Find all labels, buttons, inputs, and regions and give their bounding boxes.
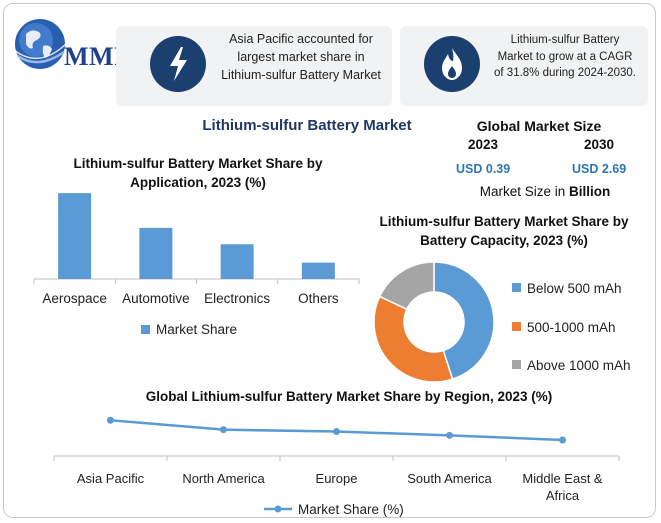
legend-label: Below 500 mAh bbox=[527, 281, 622, 296]
line-chart-title: Global Lithium-sulfur Battery Market Sha… bbox=[145, 389, 553, 404]
donut-chart bbox=[373, 261, 495, 383]
legend-swatch bbox=[512, 360, 521, 369]
legend-label: 500-1000 mAh bbox=[527, 320, 616, 335]
value-start: USD 0.39 bbox=[456, 162, 511, 176]
x-tick-label: South America bbox=[407, 471, 492, 486]
unit-prefix: Market Size in bbox=[479, 184, 570, 199]
legend-marker bbox=[274, 505, 282, 513]
donut-legend-item: Below 500 mAh bbox=[512, 281, 622, 296]
globe-icon bbox=[13, 19, 69, 69]
bar bbox=[220, 244, 254, 279]
data-point bbox=[559, 436, 566, 444]
bar bbox=[301, 262, 335, 279]
legend-swatch bbox=[512, 283, 521, 292]
lightning-bolt-icon bbox=[150, 36, 206, 92]
donut-legend-item: Above 1000 mAh bbox=[512, 358, 631, 373]
flame-icon bbox=[424, 36, 480, 92]
x-tick-label: Europe bbox=[316, 471, 358, 486]
bar bbox=[139, 227, 173, 279]
donut-slice bbox=[378, 261, 435, 311]
line-chart: Asia Pacific North America Europe South Ame… bbox=[53, 416, 620, 517]
x-tick-label: Automotive bbox=[122, 291, 190, 306]
year-end: 2030 bbox=[584, 137, 615, 152]
page-title: Lithium-sulfur Battery Market bbox=[202, 117, 412, 134]
x-tick-label: Others bbox=[298, 291, 339, 306]
bar-chart-title: Lithium-sulfur Battery Market Share by A… bbox=[73, 156, 323, 190]
callout-text: Lithium-sulfur Battery Market to grow at… bbox=[494, 34, 636, 79]
x-tick-label: Electronics bbox=[204, 291, 270, 306]
legend-swatch bbox=[512, 322, 521, 331]
infographic-frame: MMR Asia Pacific accounted for largest m… bbox=[3, 3, 656, 518]
mmr-logo: MMR bbox=[12, 16, 133, 76]
data-point bbox=[107, 416, 114, 424]
data-point bbox=[333, 428, 340, 436]
data-point bbox=[220, 426, 227, 434]
market-size-unit: Market Size in Billion bbox=[460, 184, 630, 199]
legend-swatch bbox=[141, 325, 150, 334]
callout-largest-region: Asia Pacific accounted for largest marke… bbox=[116, 26, 392, 106]
callout-cagr: Lithium-sulfur Battery Market to grow at… bbox=[400, 26, 648, 106]
donut-slice bbox=[433, 261, 495, 381]
donut-legend-item: 500-1000 mAh bbox=[512, 320, 616, 335]
legend-label: Above 1000 mAh bbox=[527, 358, 631, 373]
bar bbox=[58, 193, 92, 279]
x-tick-label: Middle East & Africa bbox=[522, 471, 603, 503]
x-tick-label: North America bbox=[182, 471, 265, 486]
donut-slice bbox=[373, 295, 454, 383]
legend-label: Market Share (%) bbox=[298, 502, 404, 517]
year-start: 2023 bbox=[468, 137, 499, 152]
market-size-title: Global Market Size bbox=[476, 118, 602, 134]
legend-label: Market Share bbox=[156, 322, 237, 337]
donut-chart-title: Lithium-sulfur Battery Market Share by B… bbox=[379, 214, 629, 248]
data-point bbox=[446, 431, 453, 439]
value-end: USD 2.69 bbox=[572, 162, 627, 176]
unit-bold: Billion bbox=[569, 184, 611, 199]
bar-chart: Aerospace Automotive Electronics Others Mark… bbox=[33, 193, 360, 337]
callout-text: Asia Pacific accounted for largest marke… bbox=[221, 32, 381, 82]
x-tick-label: Aerospace bbox=[42, 291, 107, 306]
x-tick-label: Asia Pacific bbox=[77, 471, 145, 486]
